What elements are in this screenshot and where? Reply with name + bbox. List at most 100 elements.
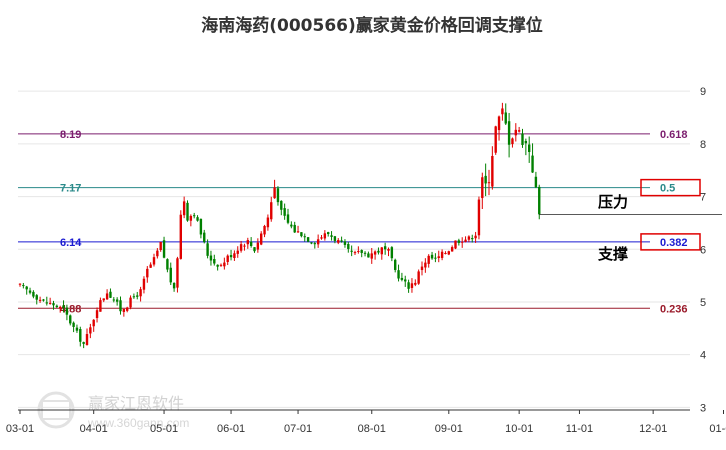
- candle-body-52: [193, 215, 196, 217]
- x-tick-label-9: 12-01: [639, 423, 667, 435]
- candle-body-15: [69, 315, 72, 324]
- candle-body-60: [219, 264, 223, 266]
- candle-body-136: [474, 235, 477, 239]
- y-axis: 3 4 5 6 7 8 9: [700, 86, 706, 414]
- candle-body-63: [229, 255, 233, 258]
- candle-body-19: [82, 342, 85, 344]
- candle-body-66: [239, 244, 243, 251]
- candle-body-11: [55, 305, 59, 307]
- candle-body-116: [407, 282, 410, 289]
- candle-body-139: [484, 175, 487, 184]
- candle-body-101: [357, 250, 360, 252]
- candle-body-58: [213, 259, 216, 264]
- candle-body-112: [394, 259, 397, 270]
- candle-body-145: [504, 112, 507, 124]
- candle-body-17: [75, 327, 79, 331]
- candle-body-87: [310, 242, 313, 244]
- candle-body-13: [62, 305, 65, 308]
- candle-body-113: [397, 270, 400, 279]
- candle-body-61: [223, 262, 226, 267]
- y-tick-label-3: 6: [700, 244, 706, 256]
- candle-body-90: [320, 237, 323, 239]
- level-price-6.14: 6.14: [60, 237, 82, 249]
- candle-body-62: [226, 255, 229, 262]
- candle-body-76: [273, 187, 276, 199]
- resistance-label: 压力: [598, 193, 628, 211]
- candle-body-71: [256, 242, 260, 250]
- candle-body-14: [65, 307, 69, 315]
- candle-body-137: [477, 199, 481, 236]
- x-tick-label-2: 05-01: [150, 423, 178, 435]
- candle-body-1: [22, 285, 25, 287]
- candle-body-40: [152, 257, 156, 265]
- candle-body-44: [166, 259, 169, 270]
- candle-body-50: [186, 202, 189, 221]
- candle-body-51: [189, 215, 193, 221]
- candle-body-25: [102, 298, 105, 301]
- candle-body-57: [209, 255, 213, 261]
- x-tick-label-4: 07-01: [284, 423, 312, 435]
- y-tick-label-6: 9: [700, 86, 706, 98]
- candle-body-146: [507, 121, 511, 145]
- candle-body-108: [380, 247, 383, 255]
- candle-body-9: [48, 302, 52, 304]
- candle-body-64: [233, 253, 236, 258]
- candle-body-117: [410, 283, 414, 288]
- candle-body-94: [333, 236, 337, 241]
- candle-body-18: [79, 329, 82, 342]
- candle-body-115: [404, 279, 407, 282]
- candle-body-147: [511, 138, 514, 145]
- candle-body-153: [531, 155, 534, 173]
- candle-body-78: [280, 200, 283, 210]
- level-ratio-0.618: 0.618: [660, 129, 688, 141]
- candle-body-121: [424, 262, 427, 268]
- candle-body-12: [59, 306, 62, 309]
- candle-body-148: [514, 129, 517, 136]
- candle-body-22: [92, 319, 95, 327]
- candle-body-29: [115, 299, 119, 302]
- candle-body-6: [38, 299, 42, 301]
- candle-body-125: [437, 256, 440, 258]
- candle-body-7: [42, 299, 45, 301]
- candle-body-36: [139, 289, 142, 297]
- candle-body-39: [149, 264, 152, 268]
- candle-body-72: [260, 233, 263, 245]
- candle-body-143: [497, 116, 501, 131]
- candle-body-30: [119, 300, 122, 312]
- level-box-0.382: [640, 233, 701, 251]
- candle-body-111: [390, 247, 394, 259]
- candle-body-70: [253, 247, 256, 252]
- candles: [18, 102, 541, 349]
- candle-body-82: [293, 224, 296, 233]
- y-tick-label-2: 5: [700, 297, 706, 309]
- candle-body-26: [105, 293, 109, 300]
- candle-body-35: [136, 295, 139, 297]
- candle-body-135: [471, 238, 474, 240]
- candle-body-4: [32, 291, 35, 297]
- candle-body-83: [296, 231, 300, 233]
- candle-body-126: [440, 251, 444, 258]
- y-tick-label-0: 3: [700, 402, 706, 414]
- candle-body-149: [517, 130, 521, 132]
- candle-body-98: [347, 244, 350, 249]
- candle-body-92: [327, 232, 330, 235]
- level-box-0.5: [640, 178, 701, 197]
- candle-body-97: [343, 241, 347, 245]
- candle-body-59: [216, 264, 219, 267]
- candle-body-118: [414, 282, 417, 285]
- candle-body-119: [417, 271, 420, 284]
- candle-body-106: [373, 251, 377, 255]
- candle-body-55: [203, 232, 206, 243]
- candle-body-105: [370, 253, 373, 259]
- candle-body-32: [126, 307, 129, 311]
- candle-body-33: [129, 297, 132, 308]
- candle-body-79: [283, 208, 286, 216]
- level-ratio-0.236: 0.236: [660, 303, 688, 315]
- grid: [18, 90, 690, 408]
- level-lines: 8.19 0.618 7.17 0.5 6.14 0.382 4.88 0.236: [18, 129, 701, 315]
- candle-body-127: [444, 252, 447, 254]
- candle-body-42: [159, 241, 162, 250]
- candle-body-49: [182, 201, 186, 216]
- y-tick-label-1: 4: [700, 350, 706, 362]
- candle-body-37: [142, 278, 146, 290]
